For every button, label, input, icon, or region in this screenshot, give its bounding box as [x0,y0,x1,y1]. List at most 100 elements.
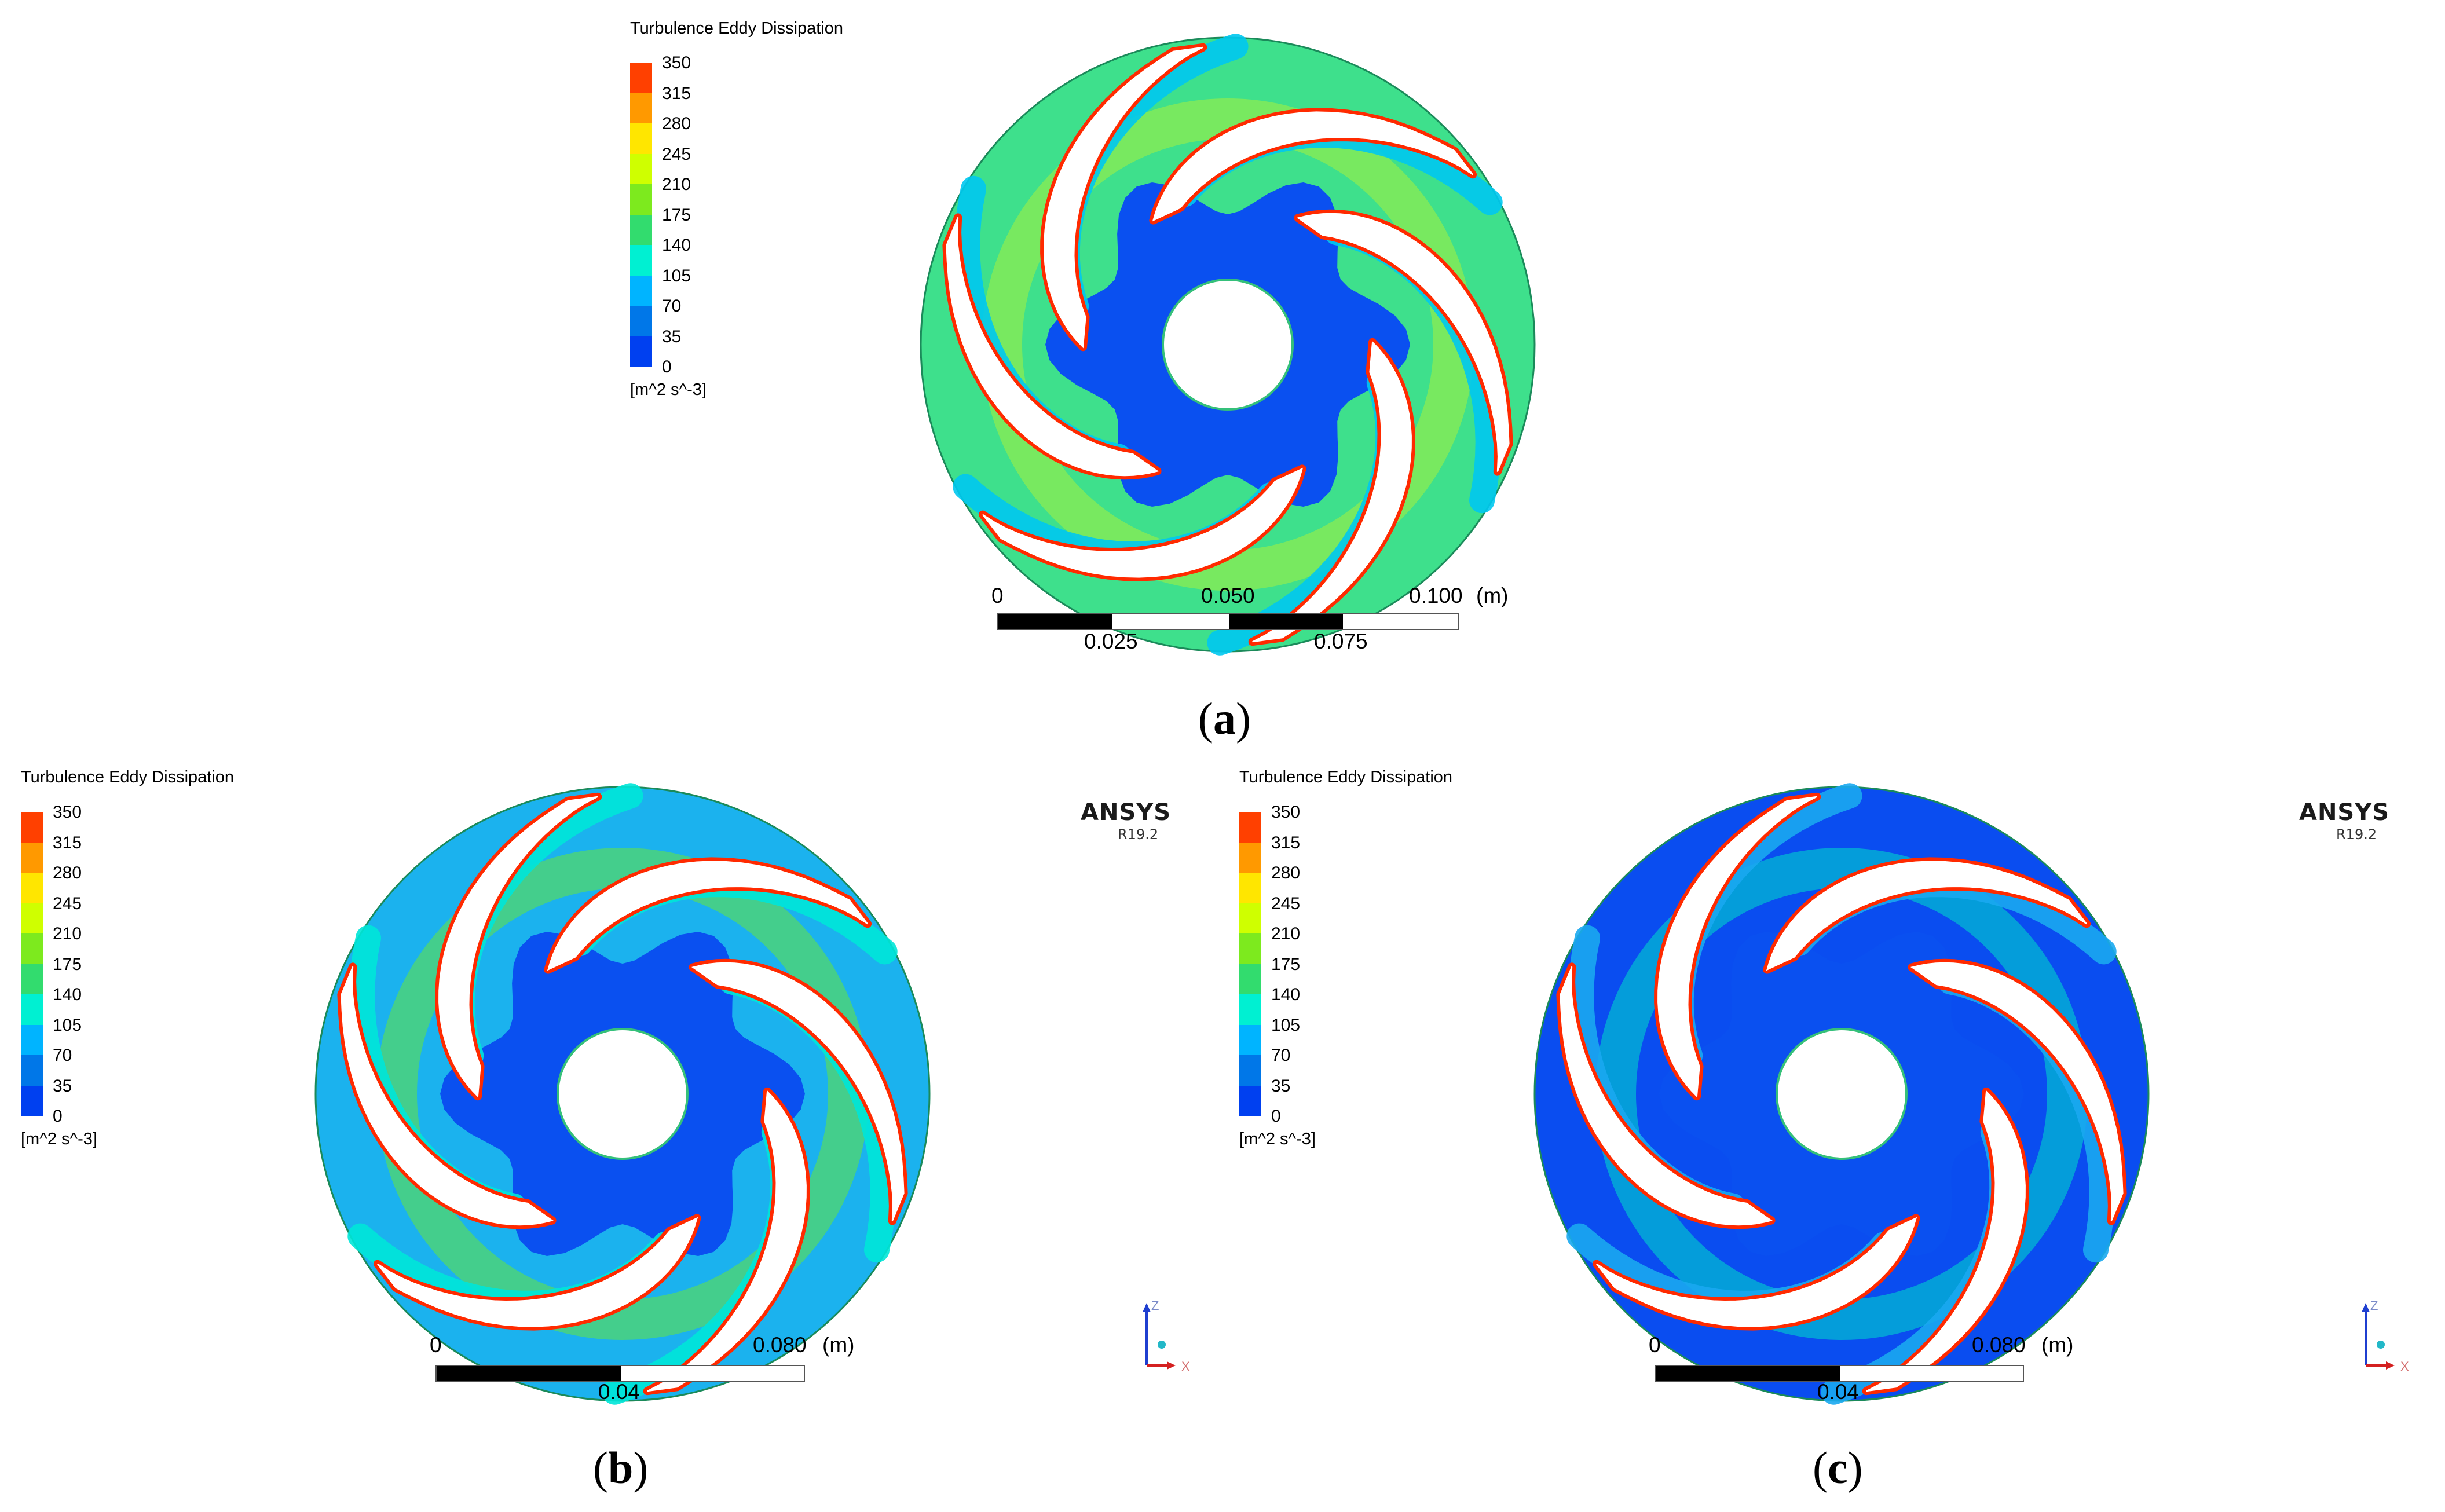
blade [1297,213,1510,472]
blade [982,467,1304,578]
contour-band [1595,848,2088,1340]
colorbar-title: Turbulence Eddy Dissipation [1239,768,1453,786]
colorbar-swatch [630,306,652,336]
colorbar-swatch [1239,903,1261,933]
colorbar-tick-label: 175 [662,205,691,225]
impeller-contour [314,783,931,1405]
colorbar-swatch [21,1055,43,1086]
colorbar-tick-label: 175 [1271,954,1301,974]
scale-label: 0.025 [1084,629,1138,653]
colorbar-tick-label: 175 [53,954,82,974]
colorbar-swatch [21,964,43,994]
ansys-logo: ANSYS [1081,799,1172,826]
colorbar-swatch [630,123,652,154]
colorbar-swatch [1239,994,1261,1025]
scale-bar [435,1365,805,1382]
shaft-hole [1162,279,1294,411]
ansys-logo: ANSYS [2299,799,2390,826]
scale-label: 0.04 [1817,1380,1860,1404]
colorbar-swatch [21,1085,43,1116]
z-axis-label: Z [2370,1298,2378,1313]
colorbar-tick-label: 280 [53,863,82,883]
colorbar-swatch [21,994,43,1025]
colorbar-swatch [630,336,652,367]
colorbar-swatch [21,1024,43,1055]
blade [438,796,598,1098]
colorbar-tick-label: 35 [1271,1076,1291,1096]
caption-c: (c) [1813,1443,1863,1493]
colorbar-title: Turbulence Eddy Dissipation [630,19,844,38]
colorbar-tick-label: 245 [53,894,82,913]
x-arrow-icon [1167,1361,1176,1370]
x-axis-label: X [2400,1359,2409,1374]
ansys-version: R19.2 [1118,826,1159,843]
colorbar-unit: [m^2 s^-3] [1239,1130,1316,1148]
colorbar-swatch [630,184,652,215]
z-axis-label: Z [1151,1298,1159,1313]
colorbar-swatch [630,93,652,123]
scale-segment [1656,1366,1840,1381]
blade [1910,962,2124,1221]
blade [1252,341,1412,643]
scale-label: 0.075 [1314,629,1368,653]
colorbar-unit: [m^2 s^-3] [630,380,707,399]
colorbar-tick-label: 140 [662,236,691,255]
scale-label: 0.080 [753,1333,807,1357]
blade [946,217,1159,477]
origin-dot-icon [2377,1341,2385,1349]
colorbar-tick-label: 245 [662,144,691,164]
impeller-contour [1533,783,2150,1405]
blade [341,966,554,1226]
scale-label: 0.04 [598,1380,640,1404]
blade [1560,966,1773,1226]
scale-label: (m) [822,1333,855,1357]
colorbar-title: Turbulence Eddy Dissipation [21,768,235,786]
scale-label: 0 [1649,1333,1661,1357]
colorbar-tick-label: 0 [53,1107,63,1126]
colorbar-tick-label: 105 [53,1015,82,1035]
colorbar-swatch [1239,933,1261,964]
blade [1596,1217,1917,1327]
scale-segment [437,1366,621,1381]
colorbar-tick-label: 70 [53,1046,72,1065]
origin-dot-icon [1158,1341,1166,1349]
colorbar-swatch [1239,964,1261,994]
ansys-version: R19.2 [2336,826,2377,843]
colorbar-swatch [1239,1024,1261,1055]
caption-a: (a) [1198,693,1251,744]
colorbar-swatch [1239,873,1261,903]
colorbar-swatch [630,214,652,245]
scale-label: 0.080 [1972,1333,2026,1357]
colorbar-tick-label: 350 [53,803,82,822]
blade [1044,46,1203,349]
colorbar-swatch [630,63,652,93]
axis-triad: Z X [2362,1298,2409,1374]
blade [1766,861,2087,971]
colorbar-tick-label: 315 [53,833,82,852]
colorbar-swatch [21,873,43,903]
colorbar-tick-label: 350 [1271,803,1301,822]
z-arrow-icon [2362,1303,2370,1312]
blade [1657,796,1817,1098]
colorbar-unit: [m^2 s^-3] [21,1130,97,1148]
scale-label: 0 [991,584,1004,607]
colorbar-tick-label: 210 [53,924,82,943]
x-arrow-icon [2386,1361,2395,1370]
colorbar-swatch [1239,1055,1261,1086]
colorbar-tick-label: 140 [1271,985,1301,1004]
scale-segment [1229,614,1343,629]
colorbar-swatch [1239,842,1261,873]
colorbar-tick-label: 105 [1271,1015,1301,1035]
caption-b: (b) [593,1443,649,1493]
colorbar-swatch [21,812,43,843]
contour-band [376,848,869,1340]
impeller-contour [920,34,1536,656]
colorbar-swatch [630,245,652,276]
scale-bar [997,613,1459,630]
blade [1866,1090,2026,1392]
colorbar-tick-label: 315 [662,83,691,103]
blade [691,962,905,1221]
colorbar-tick-label: 0 [662,357,672,376]
z-arrow-icon [1143,1303,1151,1312]
colorbar-tick-label: 105 [662,266,691,285]
